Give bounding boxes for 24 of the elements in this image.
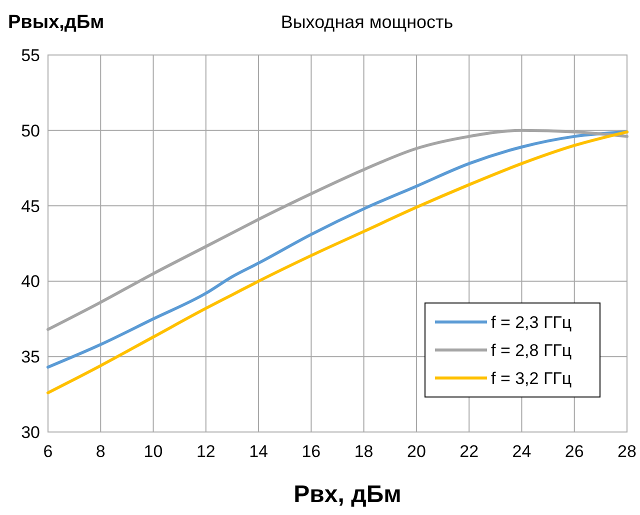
- x-tick-label: 18: [354, 442, 374, 461]
- y-tick-label: 45: [21, 196, 40, 216]
- y-tick-label: 55: [21, 46, 40, 65]
- x-tick-label: 14: [249, 442, 268, 461]
- x-tick-label: 20: [406, 442, 426, 461]
- y-tick-label: 30: [21, 423, 40, 442]
- y-tick-label: 40: [21, 272, 40, 292]
- x-tick-label: 10: [144, 442, 163, 461]
- legend-label: f = 2,3 ГГц: [491, 313, 572, 332]
- x-tick-label: 22: [460, 442, 479, 461]
- chart-title: Выходная мощность: [280, 12, 454, 32]
- x-axis-title: Pвх, дБм: [294, 481, 402, 508]
- legend-label: f = 2,8 ГГц: [491, 341, 572, 360]
- y-tick-label: 35: [21, 348, 40, 367]
- x-tick-label: 12: [196, 442, 216, 461]
- x-tick-label: 6: [43, 442, 53, 461]
- y-axis-title: Pвых,дБм: [8, 12, 104, 33]
- x-tick-label: 16: [302, 442, 321, 461]
- legend-label: f = 3,2 ГГц: [491, 369, 572, 388]
- x-tick-label: 24: [512, 442, 532, 461]
- x-tick-label: 8: [96, 442, 106, 461]
- y-tick-label: 50: [21, 121, 40, 140]
- x-tick-label: 28: [618, 442, 636, 461]
- x-tick-label: 26: [564, 442, 584, 461]
